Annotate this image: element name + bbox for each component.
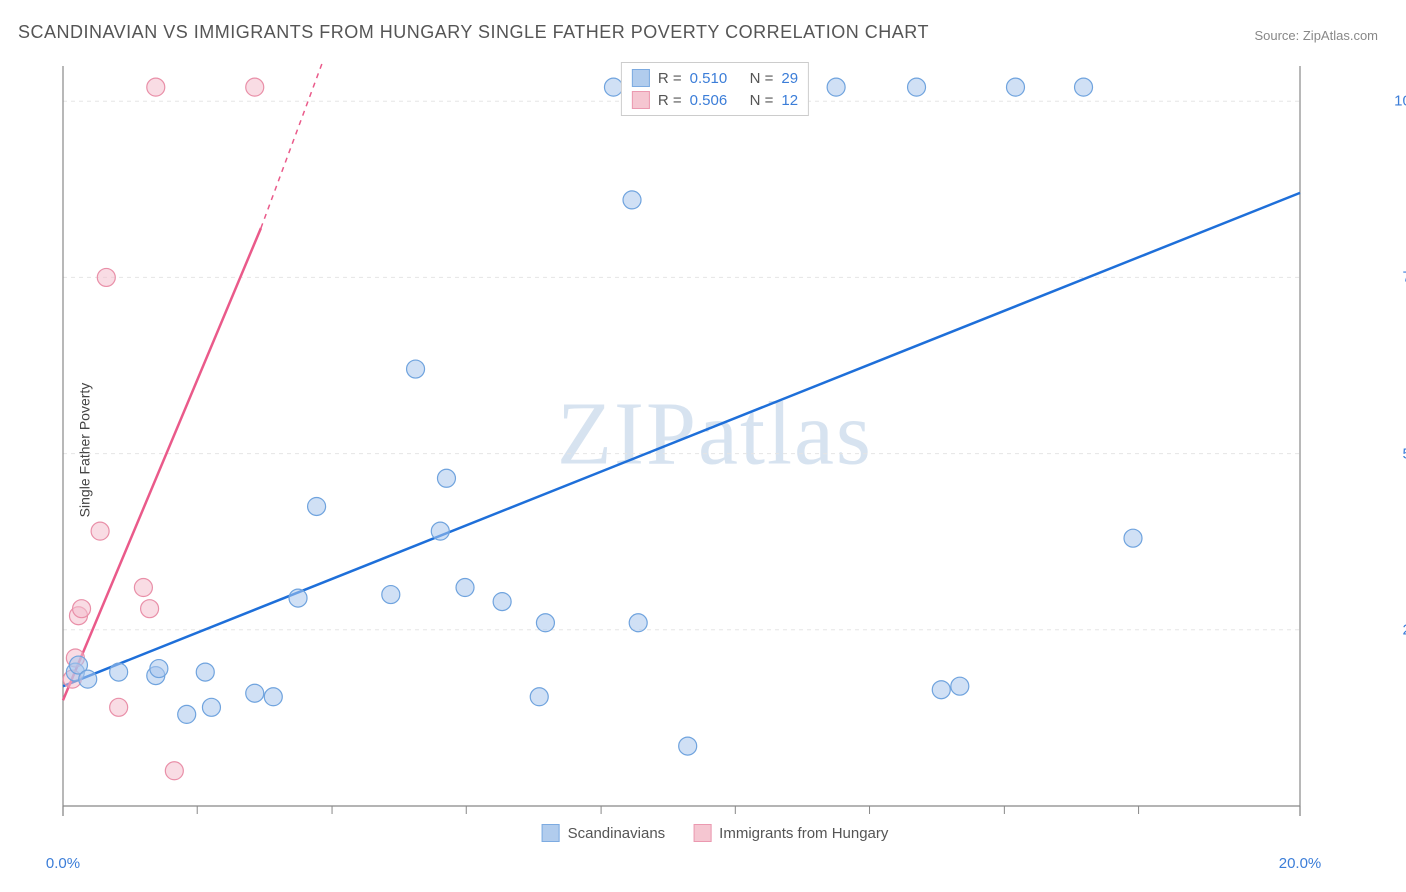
legend-row-1: R = 0.510 N = 29 (632, 67, 798, 89)
n-value-1: 29 (781, 70, 798, 87)
legend-item-2: Immigrants from Hungary (693, 824, 888, 842)
n-label: N = (750, 70, 774, 87)
source-attribution: Source: ZipAtlas.com (1254, 28, 1378, 43)
y-tick-label: 100.0% (1394, 93, 1406, 110)
y-tick-label: 75.0% (1402, 269, 1406, 286)
r-value-1: 0.510 (690, 70, 742, 87)
chart-title: SCANDINAVIAN VS IMMIGRANTS FROM HUNGARY … (18, 22, 929, 43)
swatch-series-1 (632, 69, 650, 87)
legend-item-1: Scandinavians (542, 824, 666, 842)
legend-label-2: Immigrants from Hungary (719, 825, 888, 842)
scatter-plot (55, 60, 1375, 840)
legend-row-2: R = 0.506 N = 12 (632, 89, 798, 111)
r-label: R = (658, 70, 682, 87)
x-tick-label: 20.0% (1279, 855, 1322, 872)
series-legend: Scandinavians Immigrants from Hungary (542, 824, 889, 842)
swatch-series-2 (632, 91, 650, 109)
r-value-2: 0.506 (690, 92, 742, 109)
correlation-legend: R = 0.510 N = 29 R = 0.506 N = 12 (621, 62, 809, 116)
n-value-2: 12 (781, 92, 798, 109)
swatch-series-1 (542, 824, 560, 842)
r-label: R = (658, 92, 682, 109)
n-label: N = (750, 92, 774, 109)
chart-container: Single Father Poverty ZIPatlas R = 0.510… (55, 60, 1375, 840)
x-tick-label: 0.0% (46, 855, 80, 872)
y-tick-label: 25.0% (1402, 621, 1406, 638)
swatch-series-2 (693, 824, 711, 842)
y-tick-label: 50.0% (1402, 445, 1406, 462)
legend-label-1: Scandinavians (568, 825, 666, 842)
